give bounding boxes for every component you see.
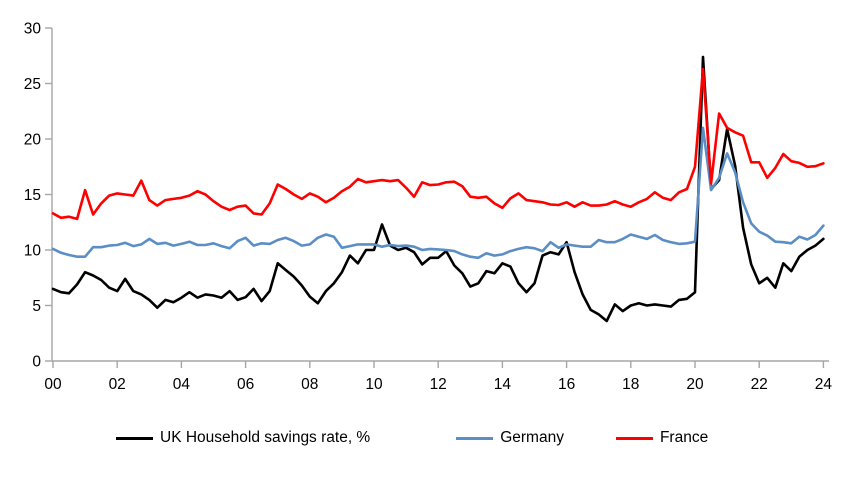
x-tick-label: 10 <box>365 376 383 393</box>
y-tick-label: 25 <box>24 76 41 93</box>
x-tick-label: 18 <box>622 376 639 393</box>
x-tick-label: 04 <box>173 376 191 393</box>
chart-legend: UK Household savings rate, % Germany Fra… <box>116 429 708 447</box>
y-tick-label: 15 <box>24 187 41 204</box>
x-tick-label: 06 <box>237 376 254 393</box>
uk-line-swatch <box>116 436 153 440</box>
series-line-uk-household-savings-rate <box>51 55 825 323</box>
x-tick-label: 02 <box>109 376 126 393</box>
x-tick-label: 16 <box>558 376 575 393</box>
x-tick-label: 24 <box>815 376 833 393</box>
x-tick-label: 14 <box>494 376 512 393</box>
x-tick-label: 22 <box>751 376 768 393</box>
series-line-germany <box>51 126 825 260</box>
legend-item-uk: UK Household savings rate, % <box>116 429 370 447</box>
y-tick-label: 10 <box>24 243 42 260</box>
y-tick-label: 5 <box>32 298 41 315</box>
y-tick-label: 30 <box>24 21 42 38</box>
x-tick-label: 20 <box>686 376 704 393</box>
y-tick-label: 20 <box>24 132 42 149</box>
germany-line-swatch <box>456 436 494 440</box>
france-line-swatch <box>615 436 653 440</box>
x-tick-label: 00 <box>44 376 62 393</box>
legend-label-germany: Germany <box>500 429 564 446</box>
legend-label-france: France <box>659 429 709 446</box>
legend-item-france: France <box>615 429 709 447</box>
x-tick-label: 12 <box>430 376 447 393</box>
series-line-france <box>51 67 825 221</box>
legend-item-germany: Germany <box>456 429 564 447</box>
x-tick-label: 08 <box>301 376 318 393</box>
legend-label-uk: UK Household savings rate, % <box>160 429 371 446</box>
y-tick-label: 0 <box>32 354 41 371</box>
